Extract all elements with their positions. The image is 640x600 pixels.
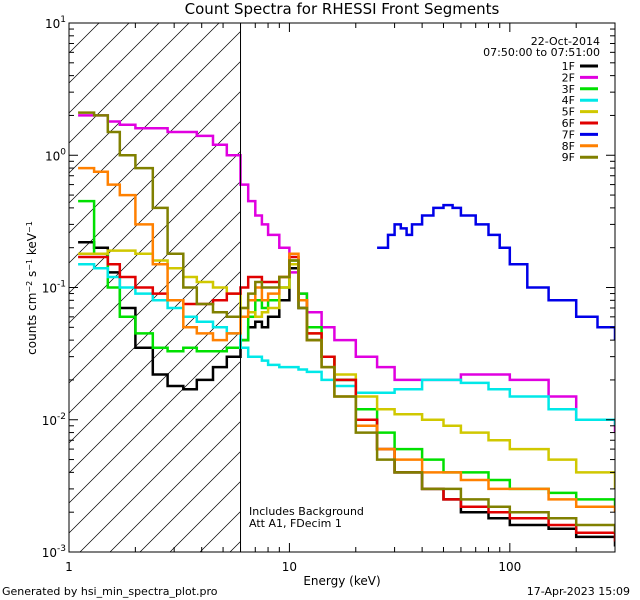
legend-label-4F: 4F bbox=[562, 94, 575, 107]
hatch-line bbox=[69, 150, 241, 324]
series-4F bbox=[78, 262, 615, 426]
hatch-line bbox=[69, 23, 160, 114]
y-tick-label: 10-1 bbox=[42, 280, 66, 296]
hatch-line bbox=[69, 23, 220, 174]
annotation-attenuator: Att A1, FDecim 1 bbox=[249, 517, 342, 530]
hatch-line bbox=[69, 60, 241, 234]
hatch-line bbox=[69, 23, 190, 144]
legend-label-7F: 7F bbox=[562, 128, 575, 141]
legend-label-2F: 2F bbox=[562, 71, 575, 84]
series-7F bbox=[377, 203, 615, 341]
data-series bbox=[78, 111, 615, 547]
hatch-line bbox=[69, 300, 241, 474]
legend-label-6F: 6F bbox=[562, 117, 575, 130]
x-tick-label: 10 bbox=[282, 560, 297, 574]
y-tick-label: 10-3 bbox=[42, 544, 66, 560]
legend-label-5F: 5F bbox=[562, 106, 575, 119]
footer-timestamp: 17-Apr-2023 15:09 bbox=[527, 585, 630, 598]
y-tick-label: 101 bbox=[45, 15, 66, 31]
hatch-line bbox=[69, 330, 241, 504]
legend-label-3F: 3F bbox=[562, 83, 575, 96]
legend: 22-Oct-2014 07:50:00 to 07:51:00 1F2F3F4… bbox=[483, 35, 600, 164]
x-tick-label: 100 bbox=[498, 560, 521, 574]
x-tick-label: 1 bbox=[65, 560, 73, 574]
hatch-line bbox=[69, 210, 241, 384]
hatch-line bbox=[139, 450, 241, 552]
hatch-line bbox=[109, 420, 241, 552]
hatch-line bbox=[69, 360, 241, 534]
hatch-line bbox=[69, 90, 241, 264]
series-2F bbox=[78, 114, 615, 433]
series-5F bbox=[78, 249, 615, 489]
annotation-background: Includes Background bbox=[249, 505, 364, 518]
y-tick-label: 10-2 bbox=[42, 412, 66, 428]
footer-generated: Generated by hsi_min_spectra_plot.pro bbox=[2, 585, 218, 598]
hatch-line bbox=[69, 30, 241, 204]
legend-label-9F: 9F bbox=[562, 151, 575, 164]
legend-label-8F: 8F bbox=[562, 140, 575, 153]
series-9F bbox=[78, 111, 615, 533]
x-axis-label: Energy (keV) bbox=[303, 574, 380, 588]
series-8F bbox=[78, 166, 615, 513]
axes: 1 10 100 10-3 10-2 10-1 100 101 bbox=[42, 15, 616, 574]
legend-label-1F: 1F bbox=[562, 60, 575, 73]
legend-date: 22-Oct-2014 bbox=[531, 35, 600, 48]
hatch-line bbox=[79, 390, 241, 552]
legend-time-range: 07:50:00 to 07:51:00 bbox=[483, 46, 600, 59]
y-axis-label: counts cm−2 s−1 keV−1 bbox=[25, 221, 39, 355]
chart-title: Count Spectra for RHESSI Front Segments bbox=[185, 0, 500, 18]
y-tick-label: 100 bbox=[45, 147, 66, 163]
